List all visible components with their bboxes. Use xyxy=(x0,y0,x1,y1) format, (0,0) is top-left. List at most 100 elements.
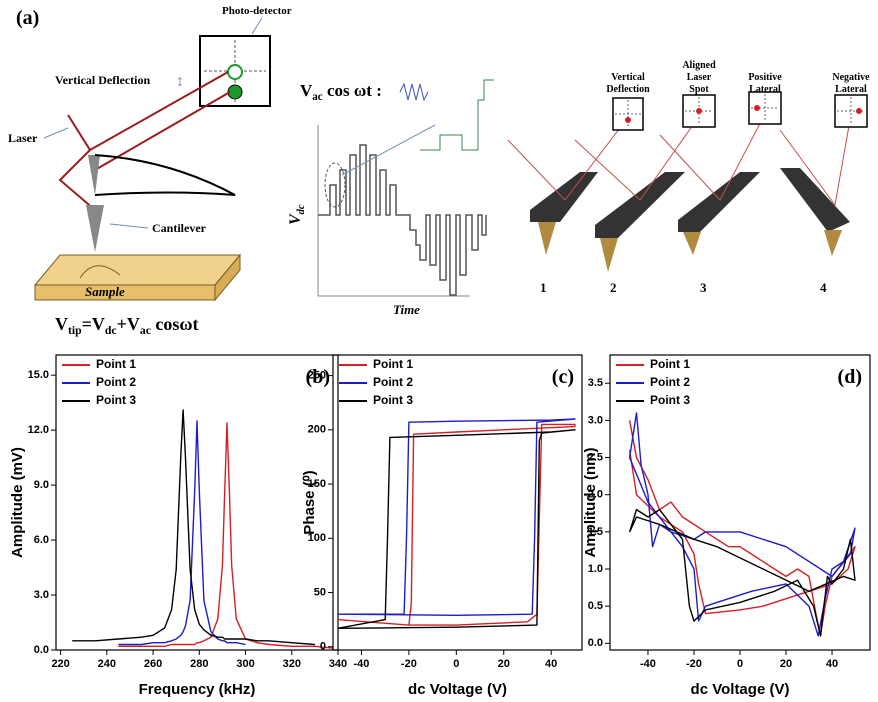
y-tick-label: 3.0 xyxy=(34,589,49,601)
x-tick-label: 320 xyxy=(283,658,301,670)
formula-part: +V xyxy=(117,314,140,334)
x-tick-label: 240 xyxy=(98,658,116,670)
legend-label: Point 3 xyxy=(373,393,413,407)
x-tick-label: 0 xyxy=(453,658,459,670)
panel-label: (d) xyxy=(838,366,862,388)
cantilever xyxy=(678,172,760,232)
axis-label: Vdc xyxy=(287,204,307,225)
y-tick-label: 0.0 xyxy=(34,644,49,656)
x-axis-label: dc Voltage (V) xyxy=(691,681,790,698)
subscript: dc xyxy=(105,324,117,337)
formula-part: =V xyxy=(82,314,105,334)
label: Cantilever xyxy=(152,221,207,235)
cantilever xyxy=(530,172,598,222)
y-tick-label: 250 xyxy=(308,370,326,382)
y-tick-label: 0 xyxy=(320,641,326,653)
spot xyxy=(228,85,242,99)
legend-label: Point 1 xyxy=(373,357,413,371)
panel-label: (c) xyxy=(552,366,574,388)
mode-number: 1 xyxy=(540,280,547,295)
sample xyxy=(35,285,215,300)
arrow xyxy=(44,128,68,138)
laser-beam xyxy=(95,92,230,170)
x-tick-label: 40 xyxy=(826,658,838,670)
waveform xyxy=(318,145,486,295)
subscript: ac xyxy=(312,91,323,103)
legend-label: Point 3 xyxy=(650,393,690,407)
legend-label: Point 2 xyxy=(96,375,136,389)
mode-label: Vertical xyxy=(611,72,645,83)
spot xyxy=(228,65,242,79)
y-tick-label: 200 xyxy=(308,424,326,436)
y-axis-label: Amplitude (mV) xyxy=(9,447,26,558)
x-tick-label: -20 xyxy=(686,658,702,670)
axis-label: Time xyxy=(393,302,420,317)
mode-label: Aligned xyxy=(682,60,716,71)
x-tick-label: 40 xyxy=(545,658,557,670)
label: Photo-detector xyxy=(222,5,292,17)
mode-number: 4 xyxy=(820,280,827,295)
formula-part: V xyxy=(55,314,68,334)
y-tick-label: 3.0 xyxy=(588,414,603,426)
cantilever xyxy=(595,172,685,238)
x-tick-label: 280 xyxy=(190,658,208,670)
panel-label: (a) xyxy=(16,7,39,29)
x-tick-label: 20 xyxy=(498,658,510,670)
mode-label: Lateral xyxy=(835,84,867,95)
x-tick-label: -40 xyxy=(354,658,370,670)
series-line xyxy=(630,420,855,636)
legend-label: Point 1 xyxy=(96,357,136,371)
legend-label: Point 3 xyxy=(96,393,136,407)
tip xyxy=(824,230,842,256)
x-tick-label: -40 xyxy=(640,658,656,670)
icon: ↕ xyxy=(176,73,184,90)
label: Laser xyxy=(8,131,38,145)
formula-part: V xyxy=(300,81,313,100)
formula: Vac cos ωt : xyxy=(300,81,382,103)
y-tick-label: 6.0 xyxy=(34,534,49,546)
label: Vertical Deflection xyxy=(55,73,151,87)
mode-label: Negative xyxy=(832,72,870,83)
subscript: dc xyxy=(296,204,307,214)
mode-label: Positive xyxy=(748,72,782,83)
mode-label: Lateral xyxy=(749,84,781,95)
sample xyxy=(35,255,240,285)
tip xyxy=(538,222,556,255)
tip xyxy=(600,238,618,272)
x-tick-label: 300 xyxy=(236,658,254,670)
mode-number: 3 xyxy=(700,280,707,295)
formula: Vtip=Vdc+Vac cosωt xyxy=(55,314,199,337)
plot-frame xyxy=(333,355,582,650)
y-tick-label: 0.5 xyxy=(588,600,603,612)
label: Sample xyxy=(85,284,125,299)
tip xyxy=(86,205,104,252)
arrow xyxy=(110,224,148,228)
subscript: ac xyxy=(140,324,151,337)
y-axis-label: Phase (⁰) xyxy=(301,470,318,534)
x-tick-label: 340 xyxy=(329,658,347,670)
y-tick-label: 50 xyxy=(314,586,326,598)
x-tick-label: 20 xyxy=(780,658,792,670)
x-tick-label: 220 xyxy=(51,658,69,670)
x-tick-label: 260 xyxy=(144,658,162,670)
formula-part: cosωt xyxy=(151,314,199,334)
arrow xyxy=(252,18,262,34)
y-tick-label: 1.0 xyxy=(588,563,603,575)
y-tick-label: 0.0 xyxy=(588,637,603,649)
waveform xyxy=(420,80,494,150)
subscript: tip xyxy=(68,324,82,337)
y-tick-label: 15.0 xyxy=(28,369,49,381)
mode-number: 2 xyxy=(610,280,617,295)
x-axis-label: dc Voltage (V) xyxy=(408,681,507,698)
mode-label: Spot xyxy=(689,84,709,95)
cantilever xyxy=(95,155,235,195)
formula-part: cos ωt : xyxy=(323,81,382,100)
tip xyxy=(683,232,701,255)
series-line xyxy=(630,413,855,636)
x-axis-label: Frequency (kHz) xyxy=(139,681,256,698)
legend-label: Point 1 xyxy=(650,357,690,371)
y-axis-label: Amplitude (nm) xyxy=(582,448,599,558)
y-tick-label: 3.5 xyxy=(588,377,603,389)
waveform xyxy=(400,84,428,100)
legend-label: Point 2 xyxy=(373,375,413,389)
